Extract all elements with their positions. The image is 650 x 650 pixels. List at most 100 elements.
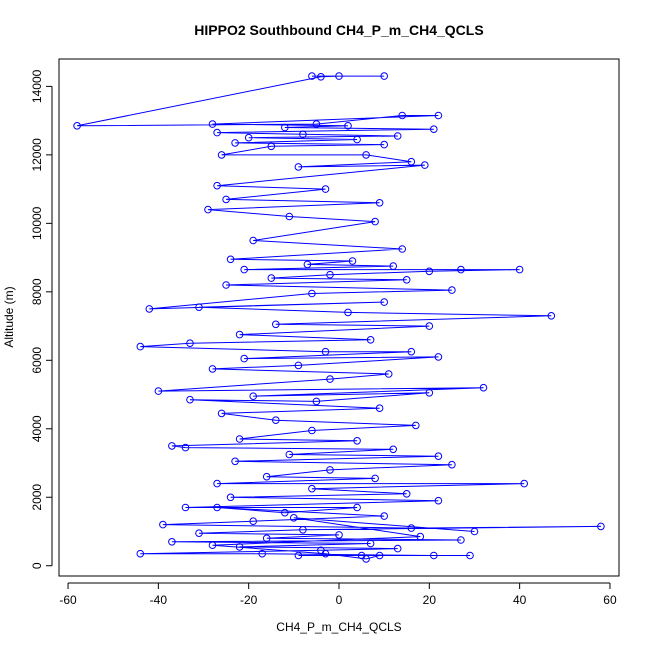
y-tick-label: 0 — [30, 562, 44, 569]
data-point — [448, 460, 456, 469]
data-point — [208, 541, 217, 550]
data-point — [448, 286, 456, 294]
data-point — [181, 503, 190, 512]
data-point — [421, 161, 429, 169]
data-point — [186, 339, 194, 348]
data-point — [547, 312, 556, 320]
data-point — [457, 536, 465, 544]
y-tick-label: 8000 — [30, 278, 44, 305]
data-point — [303, 260, 312, 269]
data-point — [515, 265, 524, 274]
data-point — [154, 387, 163, 395]
data-point — [407, 524, 416, 532]
data-point — [412, 421, 420, 430]
data-point — [353, 503, 361, 512]
series-line — [77, 75, 601, 560]
data-point — [244, 133, 253, 142]
data-point — [217, 409, 226, 418]
data-point — [294, 163, 303, 171]
data-point — [181, 443, 190, 452]
data-point — [375, 551, 384, 560]
data-point — [308, 484, 316, 493]
chart-title: HIPPO2 Southbound CH4_P_m_CH4_QCLS — [194, 22, 483, 38]
plot-area — [73, 72, 605, 563]
data-point — [186, 395, 194, 404]
data-point — [267, 142, 276, 151]
data-point — [389, 445, 398, 454]
data-point — [213, 479, 221, 488]
data-point — [235, 330, 244, 339]
y-tick-label: 14000 — [30, 69, 44, 103]
data-point — [272, 416, 280, 425]
y-tick-label: 4000 — [30, 415, 44, 442]
data-point — [402, 276, 411, 284]
x-tick-label: -40 — [150, 593, 168, 607]
data-point — [195, 303, 203, 312]
data-point — [159, 520, 167, 529]
data-point — [299, 526, 307, 534]
data-point — [389, 262, 398, 270]
data-point — [226, 493, 235, 502]
data-point — [267, 274, 276, 282]
data-point — [217, 151, 226, 159]
y-tick-label: 12000 — [30, 138, 44, 172]
data-point — [321, 549, 330, 558]
x-tick-label: 60 — [603, 593, 617, 607]
data-point — [168, 538, 176, 546]
data-point — [249, 236, 257, 245]
data-point — [466, 551, 474, 560]
data-point — [285, 212, 294, 221]
data-point — [290, 514, 298, 522]
data-point — [366, 539, 375, 548]
data-point — [145, 305, 154, 313]
data-point — [240, 265, 248, 274]
data-point — [375, 199, 384, 207]
data-point — [416, 532, 425, 541]
data-point — [366, 336, 375, 344]
data-point — [249, 392, 257, 401]
data-point — [299, 130, 307, 139]
data-point — [240, 354, 248, 363]
data-point — [457, 265, 465, 274]
data-point — [393, 544, 402, 553]
x-tick-label: 20 — [423, 593, 437, 607]
data-point — [326, 270, 334, 279]
data-point — [335, 531, 343, 539]
data-point — [235, 435, 244, 443]
data-point — [321, 185, 330, 193]
data-point — [393, 132, 402, 140]
x-axis-label: CH4_P_m_CH4_QCLS — [276, 620, 401, 634]
data-point — [235, 543, 244, 551]
x-tick-label: 0 — [336, 593, 343, 607]
x-tick-label: -20 — [240, 593, 258, 607]
data-point — [348, 257, 357, 265]
plot-frame — [58, 58, 620, 577]
data-point — [344, 308, 352, 317]
y-tick-label: 6000 — [30, 347, 44, 374]
data-point — [321, 347, 330, 356]
data-point — [308, 289, 316, 298]
data-point — [204, 205, 212, 214]
data-point — [294, 551, 303, 560]
x-tick-label: -60 — [59, 593, 77, 607]
data-point — [317, 73, 325, 81]
data-point — [344, 122, 352, 130]
data-point — [434, 452, 443, 461]
data-point — [375, 404, 384, 413]
data-point — [434, 496, 443, 505]
data-point — [213, 503, 221, 512]
data-point — [380, 72, 389, 80]
data-point — [326, 375, 334, 383]
data-point — [470, 527, 479, 536]
data-point — [281, 123, 289, 132]
data-point — [398, 245, 407, 253]
data-point — [136, 342, 145, 351]
data-point — [398, 111, 407, 120]
data-point — [326, 466, 334, 474]
data-point — [479, 383, 488, 392]
data-point — [258, 549, 267, 558]
data-point — [371, 474, 379, 483]
data-point — [208, 365, 217, 373]
data-point — [312, 120, 321, 128]
